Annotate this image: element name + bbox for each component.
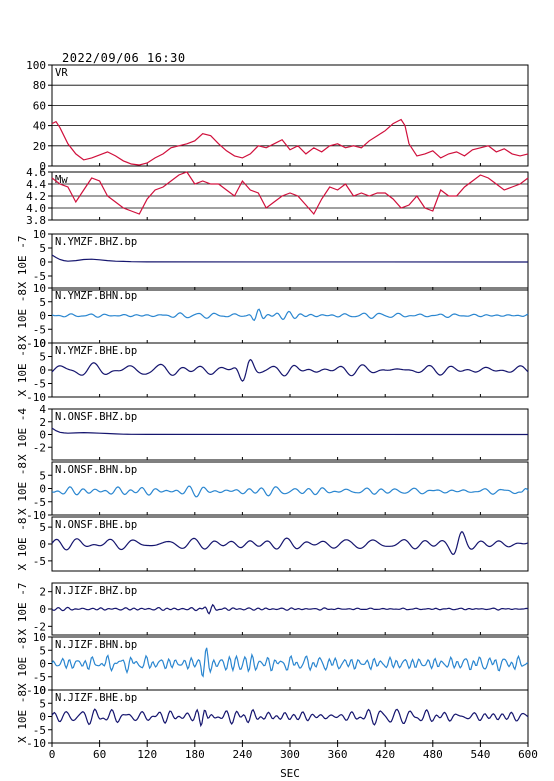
panel-title: N.JIZF.BHZ.bp	[55, 585, 137, 597]
y-tick-label: 0	[39, 658, 46, 671]
y-tick-label: 0	[39, 483, 46, 496]
y-tick-label: 4.0	[26, 202, 46, 215]
y-tick-label: -10	[26, 337, 46, 350]
series-line	[51, 531, 529, 556]
y-tick-label: -5	[33, 555, 46, 568]
x-tick-label: 360	[328, 748, 348, 761]
x-tick-label: 420	[375, 748, 395, 761]
y-tick-label: 2	[39, 416, 46, 429]
x-tick-label: 600	[518, 748, 538, 761]
y-tick-label: -5	[33, 323, 46, 336]
y-tick-label: 0	[39, 160, 46, 173]
y-tick-label: 0	[39, 256, 46, 269]
y-tick-label: 0	[39, 603, 46, 616]
y-tick-label: 5	[39, 469, 46, 482]
exponent-label: X 10E -8	[16, 518, 29, 571]
x-tick-label: 60	[93, 748, 106, 761]
panel-title: N.YMZF.BHZ.bp	[55, 236, 137, 248]
exponent-label: X 10E -7	[16, 583, 29, 636]
y-tick-label: 0	[39, 364, 46, 377]
x-tick-label: 300	[280, 748, 300, 761]
exponent-label: X 10E -4	[16, 408, 29, 461]
exponent-label: X 10E -8	[16, 462, 29, 515]
y-tick-label: -10	[26, 509, 46, 522]
panel-title: N.YMZF.BHN.bp	[55, 290, 137, 302]
panel-title: VR	[55, 67, 68, 79]
y-tick-label: -5	[33, 724, 46, 737]
y-tick-label: 20	[33, 140, 46, 153]
series-line	[51, 118, 529, 166]
y-tick-label: 5	[39, 351, 46, 364]
exponent-label: X 10E -8	[16, 344, 29, 397]
y-tick-label: -10	[26, 684, 46, 697]
x-tick-label: 120	[137, 748, 157, 761]
y-tick-label: 2	[39, 586, 46, 599]
y-tick-label: 4.6	[26, 166, 46, 179]
panel-title: N.ONSF.BHN.bp	[55, 464, 137, 476]
series-line	[51, 603, 529, 615]
y-tick-label: 0	[39, 310, 46, 323]
series-line	[51, 485, 529, 498]
exponent-label: X 10E -7	[16, 236, 29, 289]
y-tick-label: 10	[33, 282, 46, 295]
x-tick-label: 180	[185, 748, 205, 761]
exponent-label: X 10E -8	[16, 637, 29, 690]
y-tick-label: 100	[26, 59, 46, 72]
y-tick-label: 4.2	[26, 190, 46, 203]
y-tick-label: 10	[33, 631, 46, 644]
y-tick-label: -2	[33, 620, 46, 633]
x-axis-label: SEC	[280, 767, 300, 780]
y-tick-label: 80	[33, 79, 46, 92]
y-tick-label: -2	[33, 441, 46, 454]
x-tick-label: 0	[49, 748, 56, 761]
y-tick-label: 0	[39, 429, 46, 442]
series-line	[51, 647, 529, 678]
y-tick-label: 4	[39, 403, 46, 416]
panel-title: N.ONSF.BHE.bp	[55, 519, 137, 531]
x-tick-label: 480	[423, 748, 443, 761]
y-tick-label: 5	[39, 697, 46, 710]
y-tick-label: 5	[39, 644, 46, 657]
y-tick-label: 0	[39, 538, 46, 551]
x-tick-label: 240	[232, 748, 252, 761]
panel-title: N.JIZF.BHN.bp	[55, 639, 137, 651]
y-tick-label: 0	[39, 711, 46, 724]
series-line	[51, 254, 529, 263]
timestamp-header: 2022/09/06 16:30	[62, 51, 186, 65]
y-tick-label: -10	[26, 391, 46, 404]
series-line	[51, 427, 529, 436]
exponent-label: X 10E -8	[16, 690, 29, 743]
series-line	[51, 358, 529, 382]
y-tick-label: 4.4	[26, 178, 46, 191]
y-tick-label: -5	[33, 378, 46, 391]
y-tick-label: 5	[39, 242, 46, 255]
series-line	[51, 171, 529, 216]
y-tick-label: -10	[26, 737, 46, 750]
y-tick-label: 60	[33, 99, 46, 112]
y-tick-label: 10	[33, 228, 46, 241]
y-tick-label: -5	[33, 496, 46, 509]
y-tick-label: 10	[33, 337, 46, 350]
y-tick-label: -5	[33, 671, 46, 684]
y-tick-label: 10	[33, 684, 46, 697]
series-line	[51, 708, 529, 728]
panel-title: N.JIZF.BHE.bp	[55, 692, 137, 704]
y-tick-label: 3.8	[26, 214, 46, 227]
series-line	[51, 308, 529, 322]
panel-title: N.ONSF.BHZ.bp	[55, 411, 137, 423]
y-tick-label: 40	[33, 120, 46, 133]
y-tick-label: 5	[39, 521, 46, 534]
axes-box	[51, 64, 529, 167]
y-tick-label: -5	[33, 270, 46, 283]
y-tick-label: 5	[39, 296, 46, 309]
x-tick-label: 540	[470, 748, 490, 761]
panel-title: N.YMZF.BHE.bp	[55, 345, 137, 357]
exponent-label: X 10E -8	[16, 289, 29, 342]
